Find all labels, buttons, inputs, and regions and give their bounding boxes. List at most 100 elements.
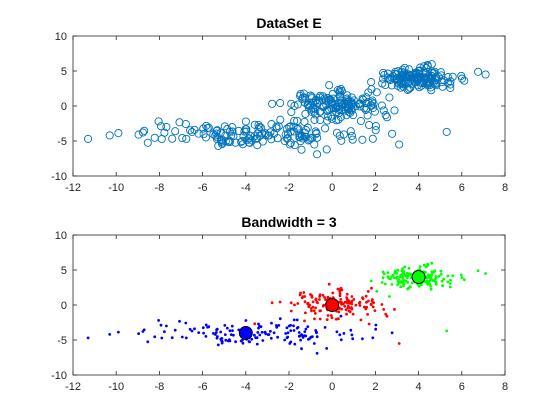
data-point (211, 131, 220, 140)
data-point (323, 94, 332, 103)
data-point (406, 281, 410, 284)
data-point (365, 300, 368, 304)
x-tick-label: -2 (284, 182, 294, 194)
data-point (270, 301, 274, 305)
data-point (395, 271, 398, 275)
data-point (143, 138, 152, 147)
data-point (350, 307, 354, 311)
data-point (310, 294, 314, 297)
data-point (424, 265, 428, 269)
data-point (330, 316, 334, 320)
data-point (298, 293, 302, 297)
data-point (312, 129, 321, 138)
data-point (157, 319, 161, 322)
data-point (380, 303, 384, 306)
data-point (437, 274, 441, 278)
data-point (377, 101, 386, 110)
data-point (84, 134, 93, 143)
data-point (216, 335, 219, 338)
data-point (417, 81, 426, 90)
data-point (445, 329, 449, 333)
data-point (199, 124, 208, 133)
data-point (300, 132, 309, 141)
data-point (313, 133, 322, 142)
data-point (146, 340, 150, 344)
data-point (365, 120, 374, 130)
data-point (162, 122, 171, 132)
data-point (304, 327, 308, 331)
data-point (204, 323, 208, 327)
data-point (403, 265, 407, 269)
data-point (336, 287, 340, 291)
data-point (381, 111, 390, 120)
data-point (367, 299, 370, 303)
data-point (231, 329, 234, 332)
data-point (385, 314, 389, 318)
data-point (261, 339, 265, 342)
x-tick-label: 8 (502, 182, 508, 194)
data-point (381, 276, 385, 280)
x-tick-label: -12 (65, 381, 81, 393)
data-point (365, 305, 369, 309)
data-point (201, 133, 210, 142)
x-tick-label: 6 (459, 381, 465, 393)
data-point (170, 336, 174, 340)
data-point (345, 292, 349, 296)
data-point (328, 89, 337, 98)
x-tick-label: -8 (155, 381, 165, 393)
data-point (289, 329, 293, 332)
data-point (446, 83, 455, 93)
data-point (138, 128, 147, 137)
data-point (325, 347, 329, 350)
data-point (284, 332, 288, 335)
data-point (184, 321, 188, 325)
data-point (312, 95, 321, 104)
data-point (400, 269, 404, 273)
data-point (337, 86, 346, 96)
y-tick-label: 5 (61, 265, 67, 277)
data-point (334, 115, 343, 124)
data-point (378, 79, 387, 88)
data-point (310, 309, 313, 313)
data-point (448, 282, 452, 285)
data-point (374, 327, 378, 331)
data-point (315, 351, 319, 355)
data-point (399, 82, 408, 91)
data-point (401, 267, 404, 271)
data-point (434, 73, 444, 82)
data-point (299, 338, 302, 342)
data-point (178, 319, 181, 323)
x-tick-label: -10 (108, 381, 124, 393)
data-point (165, 324, 168, 328)
x-tick-label: -4 (241, 381, 251, 393)
data-point (380, 281, 384, 284)
data-point (362, 93, 371, 102)
data-point (350, 333, 354, 337)
data-point (297, 331, 301, 334)
data-point (137, 332, 141, 335)
data-point (339, 314, 343, 318)
data-point (314, 306, 317, 310)
data-point (367, 322, 371, 326)
cluster-2-centroid (325, 298, 340, 312)
data-point (329, 314, 333, 317)
y-tick-label: 0 (61, 101, 67, 113)
data-point (338, 294, 342, 298)
plot-area (72, 234, 506, 376)
data-point (358, 135, 367, 144)
data-point (386, 275, 390, 279)
data-point (255, 342, 259, 346)
data-point (459, 273, 463, 277)
data-point (359, 318, 363, 322)
data-point (277, 324, 281, 327)
data-point (296, 302, 300, 305)
data-point (335, 330, 339, 334)
data-point (258, 324, 261, 328)
data-point (426, 275, 430, 279)
data-point (434, 282, 438, 286)
data-point (318, 298, 321, 301)
data-point (289, 127, 299, 136)
